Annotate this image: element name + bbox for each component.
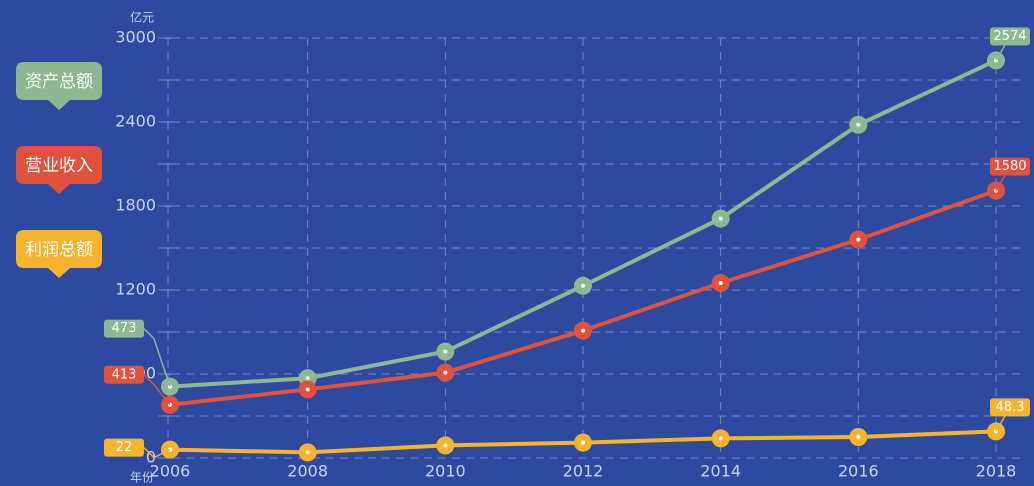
data-point-center: [718, 436, 723, 441]
annotation-label: 473: [112, 321, 137, 336]
y-tick-label: 0: [146, 448, 156, 467]
annotation-box: [990, 398, 1030, 417]
annotation-box: [104, 438, 144, 457]
legend-badge: [16, 230, 102, 278]
data-point-center: [856, 122, 861, 127]
annotation-label: 48.3: [996, 400, 1025, 415]
annotation-label: 22: [116, 440, 133, 455]
annotation-label: 1580: [993, 159, 1026, 174]
data-point-center: [581, 440, 585, 445]
annotation-leader: [143, 447, 171, 459]
data-point-center: [718, 281, 723, 285]
x-tick-label: 2010: [425, 462, 466, 481]
annotation-label: 413: [112, 367, 137, 382]
data-point-center: [305, 387, 310, 392]
x-tick-label: 2016: [838, 462, 879, 481]
data-point-center: [581, 328, 585, 333]
legend-badge: [16, 62, 102, 110]
data-point-center: [856, 435, 861, 439]
legend-label: 资产总额: [25, 72, 93, 92]
annotation-box: [104, 365, 144, 384]
data-point-center: [305, 376, 310, 381]
y-tick-label: 3000: [115, 28, 156, 47]
y-tick-label: 2400: [115, 112, 156, 131]
y-tick-label: 1200: [115, 280, 156, 299]
x-axis-label: 年份: [130, 471, 154, 485]
annotation-box: [104, 319, 144, 338]
x-tick-label: 2012: [563, 462, 604, 481]
data-point-center: [581, 283, 585, 288]
y-axis-label: 亿元: [130, 10, 154, 25]
data-point-center: [305, 450, 310, 455]
annotation-box: [990, 157, 1030, 176]
annotation-leader: [143, 328, 171, 387]
x-tick-label: 2008: [287, 462, 328, 481]
data-point-center: [856, 237, 861, 242]
annotation-label: 2574: [993, 29, 1026, 44]
legend-badge: [16, 146, 102, 194]
x-tick-label: 2006: [150, 462, 191, 481]
x-tick-label: 2018: [976, 462, 1017, 481]
y-tick-label: 1800: [115, 196, 156, 215]
data-point-center: [443, 349, 448, 354]
data-point-center: [718, 216, 723, 221]
legend-label: 利润总额: [25, 240, 93, 260]
data-point-center: [443, 370, 448, 375]
annotation-box: [990, 27, 1030, 46]
legend-label: 营业收入: [25, 156, 93, 176]
annotation-leader: [143, 374, 171, 406]
data-point-center: [443, 443, 448, 448]
x-tick-label: 2014: [700, 462, 741, 481]
